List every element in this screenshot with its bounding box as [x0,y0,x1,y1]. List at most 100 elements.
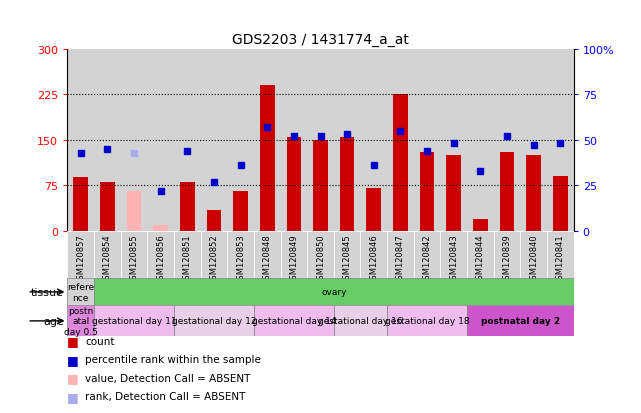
Bar [547,50,574,231]
Text: percentile rank within the sample: percentile rank within the sample [85,354,261,364]
Bar [180,183,195,231]
Bar [227,50,254,231]
Bar [201,231,227,279]
Text: age: age [43,316,64,326]
Bar [67,306,94,337]
Text: gestational day 12: gestational day 12 [172,317,256,325]
Bar [494,231,520,279]
Text: GSM120854: GSM120854 [103,234,112,284]
Text: GSM120855: GSM120855 [129,234,138,284]
Bar [440,231,467,279]
Bar [313,140,328,231]
Bar [174,50,201,231]
Bar [440,50,467,231]
Bar [387,231,414,279]
Text: GSM120848: GSM120848 [263,234,272,284]
Text: GSM120839: GSM120839 [503,234,512,284]
Text: GSM120847: GSM120847 [396,234,405,284]
Bar [360,50,387,231]
Text: GSM120840: GSM120840 [529,234,538,284]
Bar [334,50,360,231]
Bar [127,192,141,231]
Bar [287,138,301,231]
Text: GSM120846: GSM120846 [369,234,378,284]
Text: GSM120849: GSM120849 [289,234,298,284]
Bar [367,189,381,231]
Text: GSM120842: GSM120842 [422,234,431,284]
Bar [387,306,467,337]
Bar [393,95,408,231]
Text: gestational day 18: gestational day 18 [385,317,469,325]
Bar [281,50,307,231]
Bar [334,231,360,279]
Bar [254,231,281,279]
Bar [147,231,174,279]
Bar [414,231,440,279]
Bar [520,231,547,279]
Bar [340,138,354,231]
Bar [260,86,274,231]
Bar [233,192,248,231]
Text: ovary: ovary [321,288,347,297]
Bar [254,306,334,337]
Bar [73,178,88,231]
Bar [281,231,307,279]
Bar [67,279,94,306]
Bar [473,219,488,231]
Text: GSM120845: GSM120845 [343,234,352,284]
Bar [553,177,568,231]
Text: ■: ■ [67,353,79,366]
Text: gestational day 16: gestational day 16 [318,317,403,325]
Text: GSM120841: GSM120841 [556,234,565,284]
Bar [526,156,541,231]
Bar [420,152,435,231]
Bar [334,306,387,337]
Text: postnatal day 2: postnatal day 2 [481,317,560,325]
Bar [153,225,168,231]
Bar [94,231,121,279]
Bar [67,50,94,231]
Text: ■: ■ [67,390,79,403]
Text: ■: ■ [67,371,79,385]
Bar [121,50,147,231]
Bar [201,50,227,231]
Text: GSM120851: GSM120851 [183,234,192,284]
Bar [147,50,174,231]
Text: refere
nce: refere nce [67,282,94,302]
Bar [206,210,221,231]
Bar [254,50,281,231]
Text: gestational day 14: gestational day 14 [252,317,336,325]
Bar [307,231,334,279]
Bar [494,50,520,231]
Title: GDS2203 / 1431774_a_at: GDS2203 / 1431774_a_at [232,33,409,47]
Bar [467,231,494,279]
Text: ■: ■ [67,334,79,347]
Bar [307,50,334,231]
Bar [520,50,547,231]
Text: GSM120853: GSM120853 [236,234,245,284]
Bar [100,183,115,231]
Bar [446,156,461,231]
Bar [500,152,514,231]
Text: GSM120850: GSM120850 [316,234,325,284]
Bar [227,231,254,279]
Bar [547,231,574,279]
Text: GSM120844: GSM120844 [476,234,485,284]
Text: GSM120843: GSM120843 [449,234,458,284]
Text: tissue: tissue [31,287,64,297]
Bar [467,50,494,231]
Bar [94,50,121,231]
Text: postn
atal
day 0.5: postn atal day 0.5 [63,306,97,336]
Bar [174,306,254,337]
Bar [174,231,201,279]
Text: GSM120856: GSM120856 [156,234,165,284]
Text: value, Detection Call = ABSENT: value, Detection Call = ABSENT [85,373,251,383]
Text: count: count [85,336,115,346]
Bar [121,231,147,279]
Bar [467,306,574,337]
Bar [387,50,414,231]
Text: rank, Detection Call = ABSENT: rank, Detection Call = ABSENT [85,392,246,401]
Bar [94,306,174,337]
Text: GSM120857: GSM120857 [76,234,85,284]
Bar [360,231,387,279]
